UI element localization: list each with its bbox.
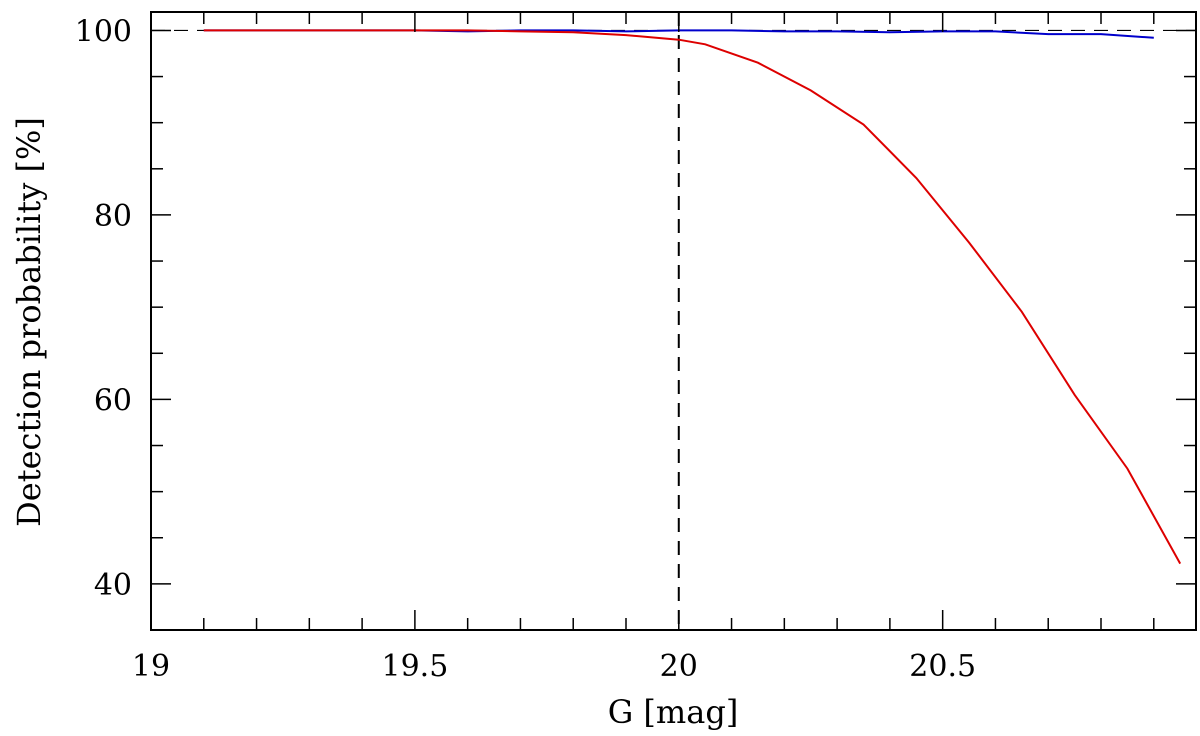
reference-lines: [151, 12, 1196, 630]
y-tick-label: 40: [94, 568, 132, 603]
plot-frame: [150, 11, 1197, 631]
x-axis-label: G [mag]: [608, 693, 739, 731]
x-tick-label: 19: [132, 649, 170, 684]
labels-layer: 19 19.5 20 20.5 40 60 80 100: [75, 14, 976, 684]
x-tick-label: 19.5: [381, 649, 448, 684]
series-line-2: [203, 29, 1182, 565]
series-layer: [203, 29, 1182, 565]
y-axis-label: Detection probability [%]: [10, 117, 48, 527]
x-tick-label: 20: [660, 649, 698, 684]
y-tick-label: 100: [75, 14, 132, 49]
ticks-layer: [150, 12, 1196, 631]
x-tick-label: 20.5: [909, 649, 976, 684]
y-tick-label: 60: [94, 383, 132, 418]
y-tick-label: 80: [94, 199, 132, 234]
